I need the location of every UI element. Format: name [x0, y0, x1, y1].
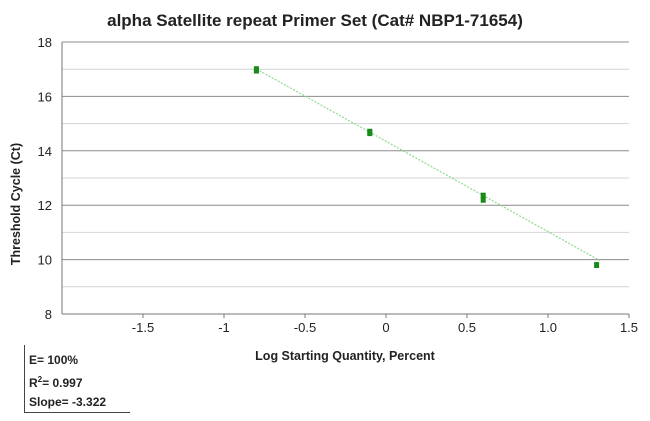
x-tick-label: 1.0 [539, 320, 557, 335]
data-points [253, 66, 600, 269]
data-point [594, 262, 600, 269]
y-tick-label: 8 [45, 307, 52, 322]
x-axis-label: Log Starting Quantity, Percent [255, 349, 435, 363]
r-squared-exponent: 2 [37, 375, 43, 384]
axes [61, 42, 629, 315]
grid [62, 41, 629, 288]
y-axis-ticks: 8 10 12 14 16 18 [38, 35, 52, 322]
chart-title: alpha Satellite repeat Primer Set (Cat# … [107, 11, 523, 30]
y-tick-label: 16 [38, 89, 52, 104]
slope-stat: Slope= -3.322 [29, 395, 107, 409]
x-tick-label: 0.5 [458, 320, 476, 335]
data-point [367, 130, 373, 137]
x-tick-label: -0.5 [294, 320, 316, 335]
fit-line-group [256, 68, 601, 262]
x-tick-label: 0 [382, 320, 389, 335]
data-point [480, 192, 486, 199]
regression-stats-box: E= 100% R2= 0.997 Slope= -3.322 [24, 345, 130, 413]
y-tick-label: 14 [38, 144, 52, 159]
r-squared-value: = 0.997 [42, 376, 83, 390]
fit-line [256, 68, 601, 262]
y-tick-label: 10 [38, 253, 52, 268]
y-axis-label: Threshold Cycle (Ct) [9, 143, 23, 265]
data-point [480, 196, 486, 203]
y-tick-label: 18 [38, 35, 52, 50]
x-tick-label: 1.5 [620, 320, 638, 335]
y-tick-label: 12 [38, 198, 52, 213]
efficiency-stat: E= 100% [29, 353, 79, 367]
data-point [253, 67, 259, 74]
x-tick-label: -1.5 [132, 320, 154, 335]
r-squared-stat: R2= 0.997 [29, 370, 130, 393]
x-tick-label: -1 [218, 320, 230, 335]
x-axis-ticks: -1.5 -1 -0.5 0 0.5 1.0 1.5 [132, 314, 638, 335]
r-squared-symbol: R [29, 376, 38, 390]
